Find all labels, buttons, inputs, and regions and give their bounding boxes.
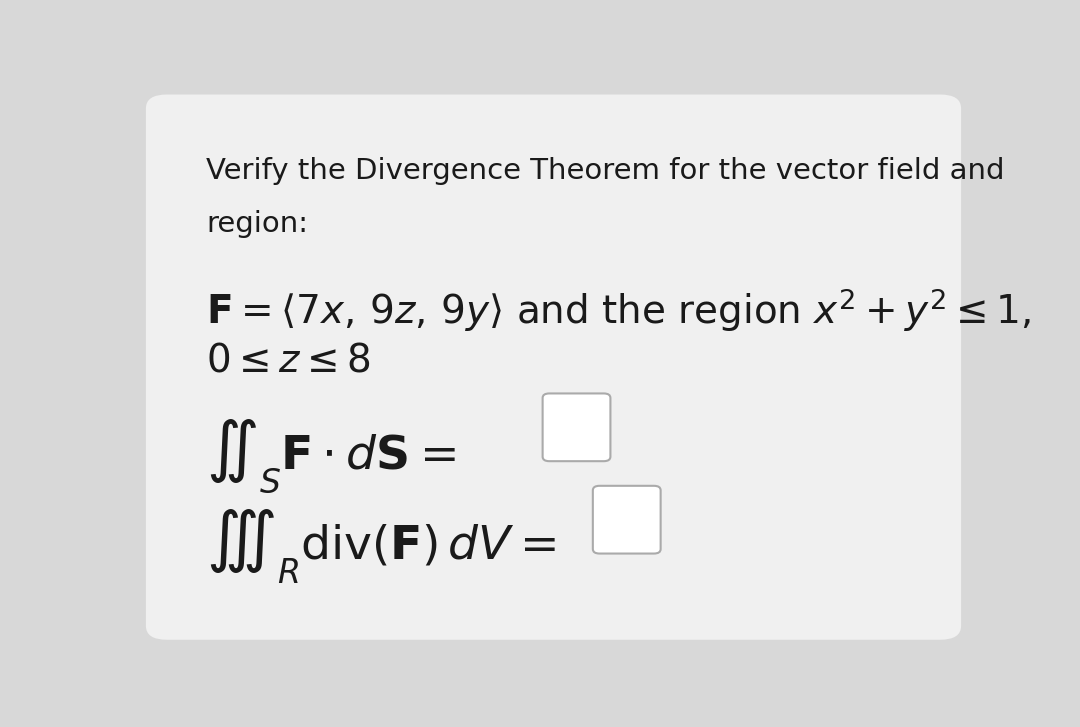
Text: region:: region:	[206, 210, 308, 238]
Text: $0 \leq z \leq 8$: $0 \leq z \leq 8$	[206, 342, 370, 380]
Text: Verify the Divergence Theorem for the vector field and: Verify the Divergence Theorem for the ve…	[206, 157, 1004, 185]
Text: $\iiint_R \mathrm{div}(\mathbf{F})\, dV =$: $\iiint_R \mathrm{div}(\mathbf{F})\, dV …	[206, 507, 556, 585]
Text: $\iint_S \mathbf{F} \cdot d\mathbf{S} =$: $\iint_S \mathbf{F} \cdot d\mathbf{S} =$	[206, 417, 456, 495]
FancyBboxPatch shape	[593, 486, 661, 553]
Text: $\mathbf{F} = \langle 7x,\, 9z,\, 9y\rangle$ and the region $x^2 + y^2 \leq 1,$: $\mathbf{F} = \langle 7x,\, 9z,\, 9y\ran…	[206, 286, 1031, 334]
FancyBboxPatch shape	[542, 393, 610, 461]
FancyBboxPatch shape	[146, 95, 961, 640]
